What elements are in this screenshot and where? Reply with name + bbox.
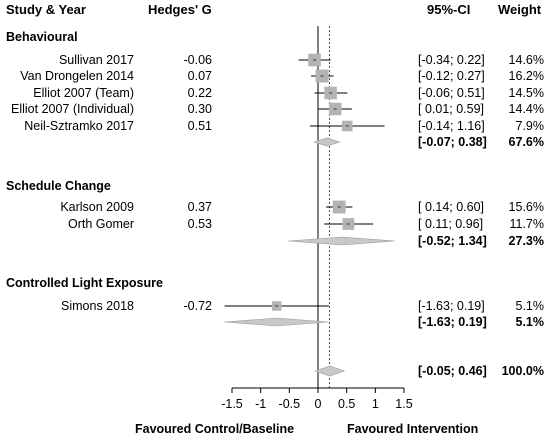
- study-effect: 0.30: [187, 102, 212, 116]
- subgroup-diamond: [312, 137, 341, 147]
- group-label: Behavioural: [6, 30, 78, 44]
- study-effect: 0.37: [187, 200, 212, 214]
- subgroup-ci: [-1.63; 0.19]: [418, 315, 487, 329]
- study-weight: 7.9%: [515, 119, 545, 133]
- subgroup-diamond: [288, 236, 395, 246]
- study-label: Van Drongelen 2014: [20, 69, 134, 83]
- subgroup-ci: [-0.07; 0.38]: [418, 135, 487, 149]
- study-effect: -0.06: [183, 53, 213, 67]
- study-label: Simons 2018: [61, 299, 134, 313]
- study-label: Elliot 2007 (Individual): [11, 102, 134, 116]
- group-label: Controlled Light Exposure: [6, 276, 163, 290]
- study-label: Karlson 2009: [60, 200, 134, 214]
- study-label: Orth Gomer: [68, 217, 134, 231]
- favoured-intervention-label: Favoured Intervention: [347, 422, 479, 436]
- header-ci: 95%-CI: [427, 2, 471, 17]
- x-tick-label: 0: [314, 397, 322, 411]
- subgroup-diamond: [224, 317, 329, 327]
- study-weight: 5.1%: [515, 299, 545, 313]
- study-weight: 14.6%: [508, 53, 544, 67]
- study-label: Sullivan 2017: [58, 53, 134, 67]
- study-ci: [ 0.11; 0.96]: [418, 217, 484, 231]
- overall-weight: 100.0%: [501, 364, 544, 378]
- study-weight: 11.7%: [509, 217, 544, 231]
- favoured-control-label: Favoured Control/Baseline: [135, 422, 295, 436]
- study-ci: [ 0.01; 0.59]: [418, 102, 485, 116]
- study-ci: [-0.14; 1.16]: [418, 119, 485, 133]
- study-weight: 14.4%: [508, 102, 544, 116]
- subgroup-weight: 27.3%: [508, 234, 544, 248]
- study-weight: 14.5%: [508, 86, 544, 100]
- overall-ci: [-0.05; 0.46]: [418, 364, 487, 378]
- x-tick-label: 1: [371, 397, 379, 411]
- header-effect: Hedges' G: [148, 2, 212, 17]
- study-effect: 0.53: [187, 217, 212, 231]
- study-ci: [-1.63; 0.19]: [418, 299, 485, 313]
- study-label: Elliot 2007 (Team): [33, 86, 134, 100]
- study-effect: -0.72: [183, 299, 213, 313]
- study-weight: 16.2%: [508, 69, 544, 83]
- header-study: Study & Year: [6, 2, 86, 17]
- subgroup-ci: [-0.52; 1.34]: [418, 234, 487, 248]
- x-tick-label: -1.5: [221, 397, 243, 411]
- study-effect: 0.22: [187, 86, 212, 100]
- study-effect: 0.07: [187, 69, 212, 83]
- x-tick-label: -0.5: [278, 397, 301, 411]
- subgroup-weight: 67.6%: [508, 135, 544, 149]
- study-ci: [-0.06; 0.51]: [418, 86, 485, 100]
- x-tick-label: 0.5: [337, 397, 356, 411]
- x-tick-label: 1.5: [395, 397, 413, 411]
- study-label: Neil-Sztramko 2017: [24, 119, 134, 133]
- study-ci: [-0.12; 0.27]: [418, 69, 485, 83]
- overall-diamond: [314, 365, 346, 377]
- study-weight: 15.6%: [508, 200, 544, 214]
- header-weight: Weight: [498, 2, 542, 17]
- study-ci: [ 0.14; 0.60]: [418, 200, 485, 214]
- subgroup-weight: 5.1%: [515, 315, 545, 329]
- x-tick-label: -1: [255, 397, 267, 411]
- study-ci: [-0.34; 0.22]: [418, 53, 485, 67]
- study-effect: 0.51: [187, 119, 212, 133]
- group-label: Schedule Change: [6, 179, 111, 193]
